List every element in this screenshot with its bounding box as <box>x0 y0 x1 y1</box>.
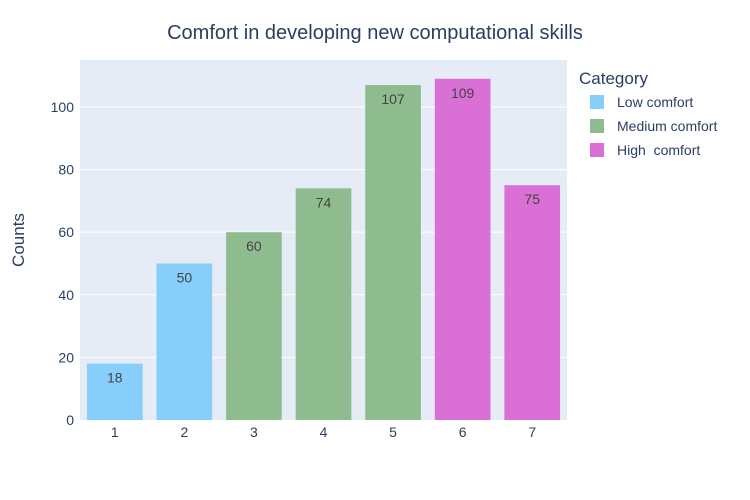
legend-label[interactable]: Medium comfort <box>617 118 717 134</box>
x-tick-label: 3 <box>250 424 258 440</box>
y-tick-label: 0 <box>66 412 74 428</box>
bar[interactable] <box>434 78 491 421</box>
legend-swatch[interactable] <box>590 143 604 157</box>
bar[interactable] <box>226 232 282 420</box>
y-tick-label: 80 <box>58 162 74 178</box>
y-tick-label: 40 <box>58 287 74 303</box>
bar-value-label: 18 <box>107 370 123 386</box>
bar[interactable] <box>156 263 213 420</box>
y-axis-title: Counts <box>9 213 28 267</box>
legend-title: Category <box>579 69 648 88</box>
bar[interactable] <box>365 85 421 420</box>
y-tick-label: 60 <box>58 224 74 240</box>
y-tick-label: 20 <box>58 349 74 365</box>
bar[interactable] <box>86 363 143 420</box>
x-tick-label: 5 <box>389 424 397 440</box>
legend[interactable]: Category Low comfort Medium comfort High c… <box>579 69 717 158</box>
x-axis: 1 2 3 4 5 6 7 <box>111 424 536 440</box>
x-tick-label: 2 <box>180 424 188 440</box>
chart-title: Comfort in developing new computational … <box>167 22 583 44</box>
bar-value-label: 75 <box>524 191 540 207</box>
bar-value-label: 60 <box>246 238 262 254</box>
y-tick-label: 100 <box>51 99 75 115</box>
x-tick-label: 7 <box>528 424 536 440</box>
bar-value-label: 109 <box>451 85 475 101</box>
x-tick-label: 4 <box>320 424 328 440</box>
legend-label[interactable]: Low comfort <box>617 94 693 110</box>
bar-value-label: 74 <box>316 194 332 210</box>
legend-label[interactable]: High comfort <box>617 142 700 158</box>
legend-swatch[interactable] <box>590 95 604 109</box>
bar[interactable] <box>504 185 561 420</box>
x-tick-label: 6 <box>459 424 467 440</box>
bar-value-label: 50 <box>177 269 193 285</box>
legend-swatch[interactable] <box>590 119 604 133</box>
bars: 18 50 60 74 107 109 75 <box>86 78 561 421</box>
bar-value-label: 107 <box>381 91 405 107</box>
y-axis: 0 20 40 60 80 100 <box>51 99 75 428</box>
bar[interactable] <box>295 188 352 420</box>
x-tick-label: 1 <box>111 424 119 440</box>
